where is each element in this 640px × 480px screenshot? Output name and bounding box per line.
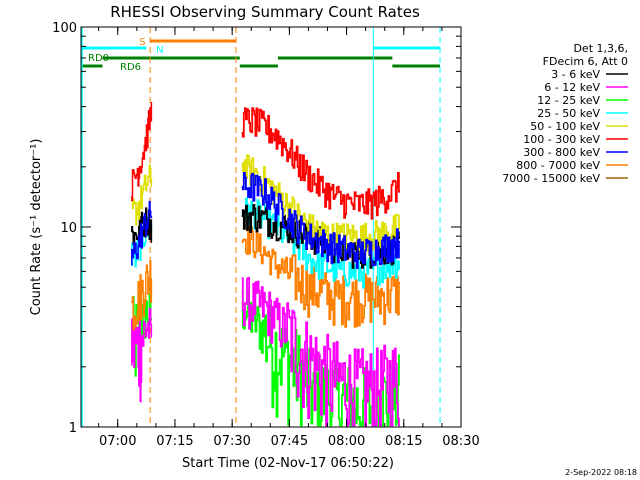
x-tick-label: 08:30 xyxy=(442,434,479,449)
y-tick-label: 100 xyxy=(52,21,77,36)
legend-entry-label: 300 - 800 keV xyxy=(523,146,600,159)
footer-timestamp: 2-Sep-2022 08:18 xyxy=(565,468,637,477)
legend-entry-label: 100 - 300 keV xyxy=(523,133,600,146)
x-tick-label: 08:15 xyxy=(385,434,422,449)
y-tick-label: 1 xyxy=(69,421,77,436)
annotation-label: S xyxy=(139,37,145,48)
series-line-6 xyxy=(241,172,400,269)
legend-entry-label: 3 - 6 keV xyxy=(551,68,600,81)
legend-entry-label: 7000 - 15000 keV xyxy=(502,172,600,185)
legend-entry-label: 6 - 12 keV xyxy=(544,81,600,94)
chart-title: RHESSI Observing Summary Count Rates xyxy=(110,3,420,21)
y-tick-label: 10 xyxy=(60,221,77,236)
plot-content: SN RD0 RD6 xyxy=(81,27,441,427)
x-tick-label: 07:15 xyxy=(156,434,193,449)
x-axis: 07:00 07:15 07:30 07:45 08:00 08:15 08:30 xyxy=(98,27,480,449)
series-line-5 xyxy=(241,107,400,220)
series-line-4 xyxy=(131,164,153,226)
annotation-label: RD0 xyxy=(88,53,109,64)
series-line-6 xyxy=(131,200,153,266)
legend-header: FDecim 6, Att 0 xyxy=(543,55,628,68)
series-line-5 xyxy=(131,102,153,202)
x-tick-label: 07:45 xyxy=(271,434,308,449)
y-axis: 1 10 100 xyxy=(52,21,461,436)
x-tick-label: 08:00 xyxy=(328,434,365,449)
series-line-1 xyxy=(131,307,153,403)
legend-entry-label: 800 - 7000 keV xyxy=(516,159,600,172)
series-line-1 xyxy=(241,277,400,427)
x-tick-label: 07:30 xyxy=(213,434,250,449)
series-line-0 xyxy=(131,207,153,246)
series-line-4 xyxy=(241,154,400,255)
legend-entry-label: 12 - 25 keV xyxy=(537,94,600,107)
series-line-7 xyxy=(131,259,153,331)
series-line-7 xyxy=(241,226,400,328)
x-axis-label: Start Time (02-Nov-17 06:50:22) xyxy=(182,456,394,471)
legend-entry-label: 50 - 100 keV xyxy=(530,120,600,133)
x-tick-label: 07:00 xyxy=(99,434,136,449)
series-line-2 xyxy=(241,290,400,427)
legend-entry-label: 25 - 50 keV xyxy=(537,107,600,120)
annotation-label: RD6 xyxy=(120,62,141,73)
y-axis-label: Count Rate (s⁻¹ detector⁻¹) xyxy=(29,139,44,316)
annotation-label: N xyxy=(156,45,163,56)
legend-header: Det 1,3,6, xyxy=(573,42,628,55)
